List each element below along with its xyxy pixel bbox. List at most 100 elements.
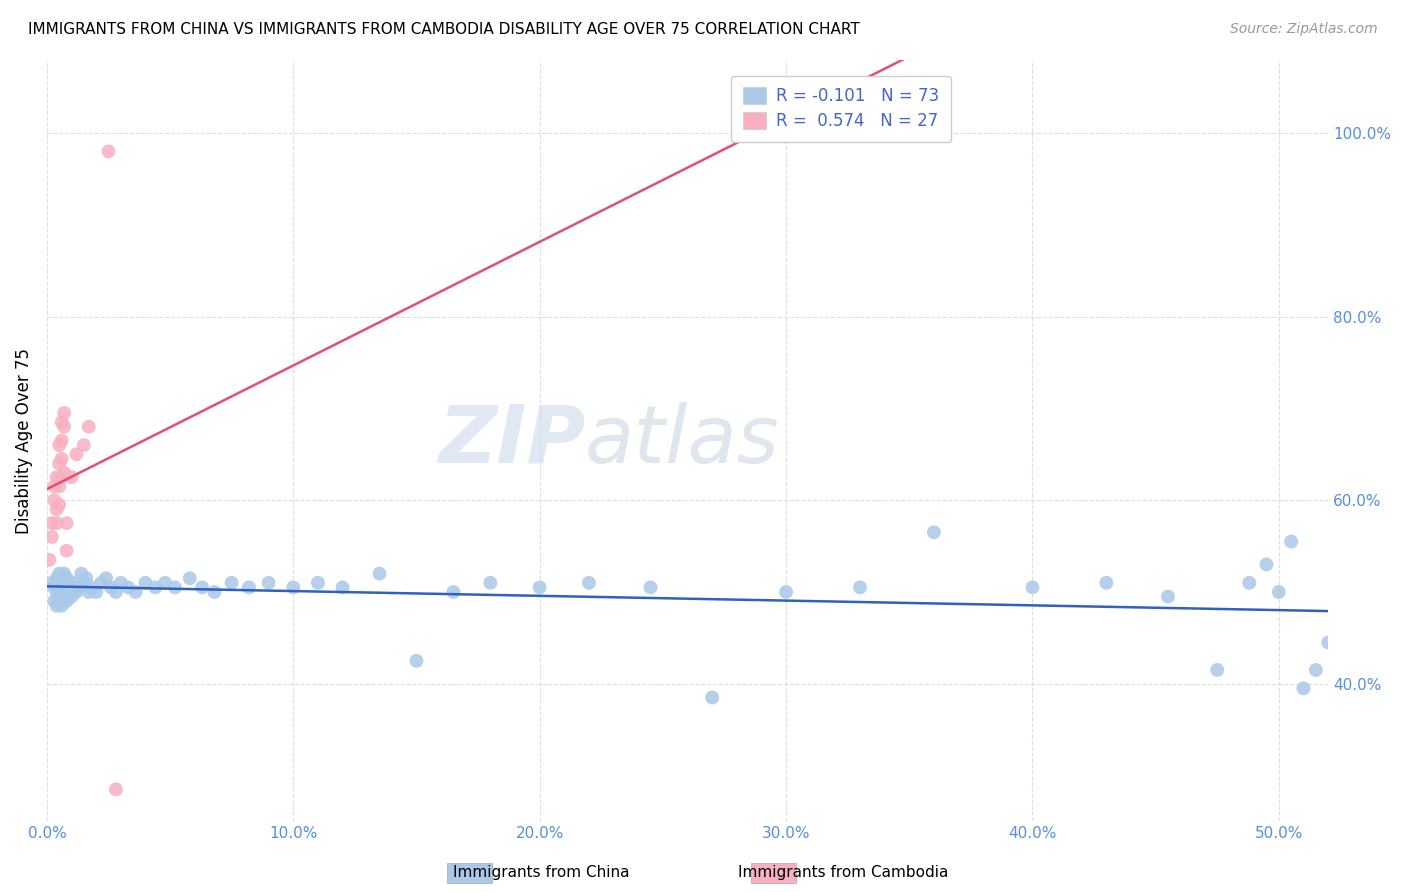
Point [41,575,63,590]
Point [1279,534,1302,549]
Point [134,575,156,590]
Point [578,575,600,590]
Point [53,590,76,604]
Point [405,654,427,668]
Text: Immigrants from Cambodia: Immigrants from Cambodia [738,865,949,880]
Point [124,585,146,599]
Point [1239,575,1261,590]
Point [104,782,127,797]
Point [55,571,77,585]
Point [55,594,77,608]
Point [41,516,63,530]
Point [73,438,96,452]
Point [55,543,77,558]
Point [110,575,132,590]
Point [479,575,502,590]
Point [1157,590,1180,604]
Point [44,479,66,493]
Point [702,690,724,705]
Point [45,599,67,613]
Point [51,415,73,429]
Point [48,479,70,493]
Point [67,581,90,595]
Point [55,585,77,599]
Point [48,581,70,595]
Point [45,571,67,585]
Point [332,581,354,595]
Point [44,493,66,508]
Point [775,585,797,599]
Point [48,594,70,608]
Point [1268,585,1291,599]
Point [163,581,186,595]
Point [55,516,77,530]
Point [257,575,280,590]
Point [80,581,103,595]
Point [1292,681,1315,696]
Point [70,566,93,581]
Point [45,585,67,599]
Point [51,434,73,448]
Point [1317,635,1340,649]
Point [100,581,122,595]
Text: Immigrants from China: Immigrants from China [453,865,630,880]
Point [51,451,73,466]
Point [117,581,139,595]
Point [60,590,83,604]
Point [53,575,76,590]
Point [63,575,86,590]
Point [191,581,214,595]
Point [45,516,67,530]
Point [77,419,100,434]
Point [75,571,97,585]
Point [94,571,117,585]
Point [97,145,120,159]
Point [73,575,96,590]
Point [58,585,80,599]
Point [38,553,60,567]
Point [143,581,166,595]
Point [48,457,70,471]
Point [1021,581,1043,595]
Point [60,470,83,484]
Point [221,575,243,590]
Point [51,599,73,613]
Point [44,594,66,608]
Point [104,585,127,599]
Point [90,575,112,590]
Text: IMMIGRANTS FROM CHINA VS IMMIGRANTS FROM CAMBODIA DISABILITY AGE OVER 75 CORRELA: IMMIGRANTS FROM CHINA VS IMMIGRANTS FROM… [28,22,860,37]
Point [53,419,76,434]
Point [51,571,73,585]
Point [1305,663,1327,677]
Point [45,470,67,484]
Point [443,585,465,599]
Point [84,585,107,599]
Legend: R = -0.101   N = 73, R =  0.574   N = 27: R = -0.101 N = 73, R = 0.574 N = 27 [731,76,952,142]
Point [53,566,76,581]
Point [1095,575,1118,590]
Y-axis label: Disability Age Over 75: Disability Age Over 75 [15,348,32,533]
Point [44,581,66,595]
Point [179,571,201,585]
Point [77,585,100,599]
Point [48,566,70,581]
Point [204,585,226,599]
Point [51,585,73,599]
Point [60,581,83,595]
Point [1206,663,1229,677]
Point [307,575,329,590]
Text: atlas: atlas [585,401,780,480]
Point [58,575,80,590]
Point [45,502,67,516]
Point [51,470,73,484]
Point [48,438,70,452]
Point [368,566,391,581]
Point [153,575,176,590]
Point [65,447,87,461]
Point [529,581,551,595]
Point [65,585,87,599]
Point [849,581,872,595]
Point [238,581,260,595]
Point [53,466,76,480]
Point [48,498,70,512]
